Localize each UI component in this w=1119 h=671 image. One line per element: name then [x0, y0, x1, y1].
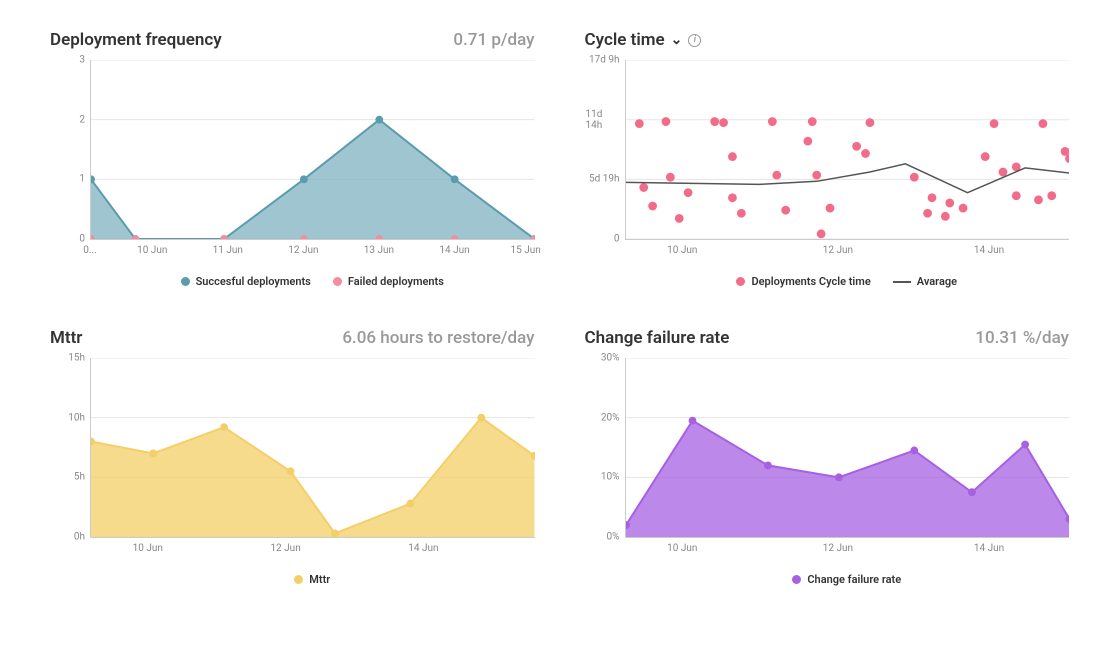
x-tick-label: 14 Jun	[974, 245, 1004, 256]
y-tick-label: 20%	[601, 412, 620, 423]
panel-mttr: Mttr 6.06 hours to restore/day 0h5h10h15…	[50, 328, 535, 586]
chart-legend: Succesful deployments Failed deployments	[90, 275, 535, 288]
panel-title: Change failure rate	[585, 328, 730, 348]
legend-item: Mttr	[294, 573, 330, 586]
panel-header: Cycle time ⌄ i	[585, 30, 1070, 50]
chart-legend: Deployments Cycle time Avarage	[625, 275, 1070, 288]
y-tick-label: 0	[614, 234, 620, 245]
y-tick-label: 10%	[601, 472, 620, 483]
y-axis: 0123	[51, 60, 89, 239]
x-tick-label: 12 Jun	[823, 543, 853, 554]
y-tick-label: 0h	[74, 532, 85, 543]
x-tick-label: 12 Jun	[270, 543, 300, 554]
y-tick-label: 10h	[68, 412, 85, 423]
legend-label: Avarage	[917, 275, 957, 288]
y-tick-label: 15h	[68, 353, 85, 364]
y-tick-label: 5d 19h	[589, 174, 620, 185]
chart-deployment-frequency: 0123	[90, 60, 535, 240]
panel-header: Change failure rate 10.31 %/day	[585, 328, 1070, 348]
legend-item: Deployments Cycle time	[736, 275, 870, 288]
chevron-down-icon: ⌄	[671, 32, 683, 48]
legend-label: Failed deployments	[348, 275, 444, 288]
y-axis: 0h5h10h15h	[51, 358, 89, 537]
panel-header: Deployment frequency 0.71 p/day	[50, 30, 535, 50]
legend-dot-marker	[333, 277, 342, 286]
y-tick-label: 3	[79, 55, 85, 66]
x-tick-label: 14 Jun	[408, 543, 438, 554]
y-tick-label: 2	[79, 114, 85, 125]
legend-item: Succesful deployments	[181, 275, 311, 288]
chart-change-failure: 0%10%20%30%	[625, 358, 1070, 538]
legend-item: Failed deployments	[333, 275, 444, 288]
x-tick-label: 10 Jun	[667, 245, 697, 256]
panel-change-failure: Change failure rate 10.31 %/day 0%10%20%…	[585, 328, 1070, 586]
x-tick-label: 12 Jun	[288, 245, 318, 256]
legend-dot-marker	[294, 575, 303, 584]
panel-header: Mttr 6.06 hours to restore/day	[50, 328, 535, 348]
panel-title-expandable[interactable]: Cycle time ⌄ i	[585, 30, 702, 50]
x-tick-label: 12 Jun	[823, 245, 853, 256]
x-axis: 10 Jun 12 Jun 14 Jun	[625, 543, 1070, 561]
panel-title: Deployment frequency	[50, 30, 222, 50]
panel-stat: 6.06 hours to restore/day	[342, 328, 534, 348]
x-tick-label: 10 Jun	[667, 543, 697, 554]
legend-dot-marker	[181, 277, 190, 286]
legend-item: Avarage	[893, 275, 957, 288]
x-tick-label: 13 Jun	[364, 245, 394, 256]
y-tick-label: 5h	[74, 472, 85, 483]
y-tick-label: 30%	[601, 353, 620, 364]
panel-stat: 0.71 p/day	[453, 30, 534, 50]
panel-title-text: Cycle time	[585, 30, 665, 50]
y-axis: 0%10%20%30%	[586, 358, 624, 537]
y-tick-label: 1	[79, 174, 85, 185]
y-tick-label: 11d 14h	[586, 109, 620, 131]
panel-deployment-frequency: Deployment frequency 0.71 p/day 0123 0..…	[50, 30, 535, 288]
panel-cycle-time: Cycle time ⌄ i 05d 19h11d 14h17d 9h 10 J…	[585, 30, 1070, 288]
legend-label: Deployments Cycle time	[751, 275, 870, 288]
legend-label: Succesful deployments	[196, 275, 311, 288]
x-axis: 0...10 Jun11 Jun12 Jun13 Jun14 Jun15 Jun	[90, 245, 535, 263]
chart-mttr: 0h5h10h15h	[90, 358, 535, 538]
panel-stat: 10.31 %/day	[975, 328, 1069, 348]
x-tick-label: 14 Jun	[439, 245, 469, 256]
legend-dot-marker	[736, 277, 745, 286]
chart-legend: Mttr	[90, 573, 535, 586]
legend-dot-marker	[792, 575, 801, 584]
legend-item: Change failure rate	[792, 573, 901, 586]
x-tick-label: 10 Jun	[137, 245, 167, 256]
x-axis: 10 Jun 12 Jun 14 Jun	[625, 245, 1070, 263]
x-tick-label: 0...	[83, 245, 97, 256]
y-tick-label: 0%	[607, 532, 620, 543]
chart-cycle-time: 05d 19h11d 14h17d 9h	[625, 60, 1070, 240]
info-icon[interactable]: i	[688, 34, 701, 47]
x-tick-label: 11 Jun	[213, 245, 243, 256]
panel-title: Mttr	[50, 328, 82, 348]
y-axis: 05d 19h11d 14h17d 9h	[586, 60, 624, 239]
x-axis: 10 Jun 12 Jun 14 Jun	[90, 543, 535, 561]
x-tick-label: 10 Jun	[133, 543, 163, 554]
legend-label: Mttr	[309, 573, 330, 586]
chart-legend: Change failure rate	[625, 573, 1070, 586]
y-tick-label: 17d 9h	[589, 55, 620, 66]
legend-label: Change failure rate	[807, 573, 901, 586]
x-tick-label: 15 Jun	[510, 245, 540, 256]
x-tick-label: 14 Jun	[974, 543, 1004, 554]
y-tick-label: 0	[79, 234, 85, 245]
legend-line-marker	[893, 281, 911, 283]
